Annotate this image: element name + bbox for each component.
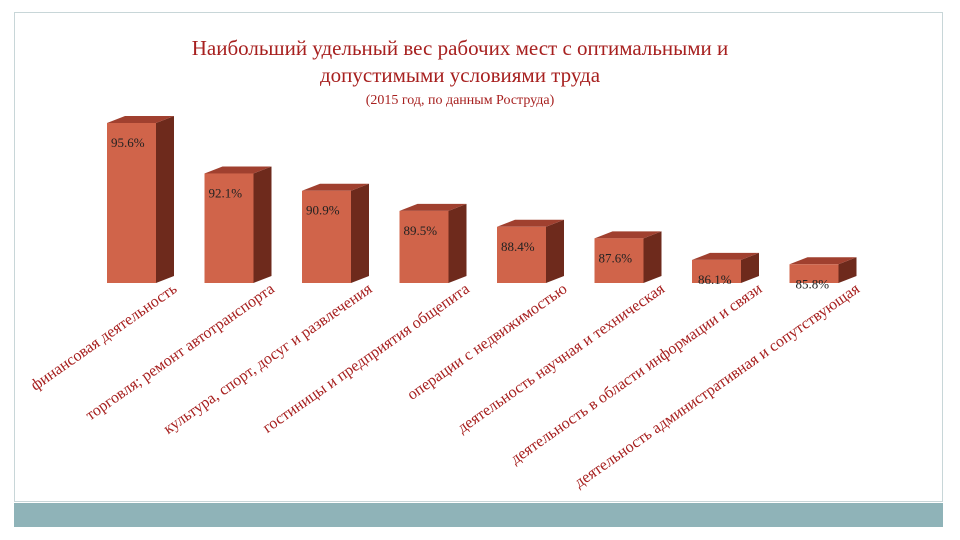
category-label: деятельность научная и техническая xyxy=(455,280,669,437)
bar-top xyxy=(107,116,174,123)
chart-title-line-1: Наибольший удельный вес рабочих мест с о… xyxy=(191,36,729,60)
bar-side xyxy=(741,252,759,283)
chart-subtitle: (2015 год, по данным Роструда) xyxy=(365,93,555,108)
bar-6 xyxy=(594,231,662,283)
bar-2 xyxy=(204,166,272,283)
bar-side xyxy=(838,257,857,283)
bar-front xyxy=(107,123,156,283)
bar-top xyxy=(497,219,564,227)
bar-side xyxy=(253,166,272,283)
bar-front xyxy=(399,210,449,283)
bar-side xyxy=(546,219,564,283)
bar-front xyxy=(302,190,351,283)
footer-bar xyxy=(14,503,943,527)
data-label: 86.1% xyxy=(698,272,732,287)
chart-title-line-2: допустимыми условиями труда xyxy=(319,63,601,87)
bar-front xyxy=(497,226,546,283)
bar-4 xyxy=(399,203,467,283)
bar-front xyxy=(692,259,741,283)
bar-side xyxy=(351,183,369,283)
data-label: 90.9% xyxy=(306,203,340,218)
bar-3 xyxy=(302,183,369,283)
bar-front xyxy=(789,264,839,283)
category-label: операции с недвижимостью xyxy=(404,280,570,403)
bar-1 xyxy=(107,116,174,283)
bar-top xyxy=(302,183,369,191)
data-label: 89.5% xyxy=(404,223,438,238)
bar-side xyxy=(643,231,662,283)
bar-top xyxy=(399,203,467,211)
slide-frame xyxy=(14,12,943,502)
bar-top xyxy=(789,257,857,265)
data-label: 92.1% xyxy=(209,185,243,200)
bar-5 xyxy=(497,219,564,283)
bar-front xyxy=(204,173,254,283)
data-label: 87.6% xyxy=(599,250,633,265)
category-label: торговля; ремонт автотранспорта xyxy=(83,280,278,424)
bar-side xyxy=(448,203,467,283)
bar-top xyxy=(692,252,759,260)
bar-front xyxy=(594,238,644,283)
data-label: 85.8% xyxy=(796,276,830,291)
category-label: культура, спорт, досуг и развлечения xyxy=(161,280,376,438)
bar-8 xyxy=(789,257,857,283)
bar-top xyxy=(204,166,272,174)
data-label: 95.6% xyxy=(111,135,145,150)
category-label: гостиницы и предприятия общепита xyxy=(260,280,473,436)
data-label: 88.4% xyxy=(501,239,535,254)
bar-7 xyxy=(692,252,759,283)
bar-top xyxy=(594,231,662,239)
bar-side xyxy=(156,116,174,283)
